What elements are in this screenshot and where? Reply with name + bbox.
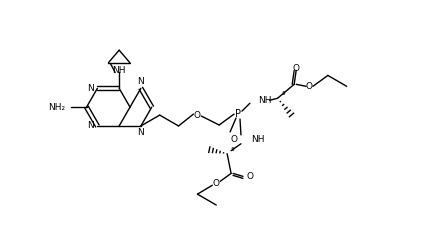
Text: NH: NH (251, 135, 264, 144)
Text: O: O (213, 179, 220, 188)
Text: NH: NH (112, 66, 126, 75)
Text: O: O (194, 111, 201, 120)
Text: N: N (137, 128, 144, 137)
Text: N: N (137, 77, 144, 86)
Text: s: s (282, 90, 285, 96)
Text: NH: NH (258, 96, 271, 105)
Text: NH₂: NH₂ (48, 103, 65, 112)
Text: P: P (235, 109, 241, 119)
Text: s: s (231, 146, 235, 152)
Text: O: O (292, 64, 300, 73)
Text: N: N (87, 121, 94, 130)
Text: O: O (246, 172, 253, 181)
Text: N: N (87, 84, 94, 93)
Text: O: O (305, 82, 312, 91)
Text: O: O (231, 135, 238, 144)
